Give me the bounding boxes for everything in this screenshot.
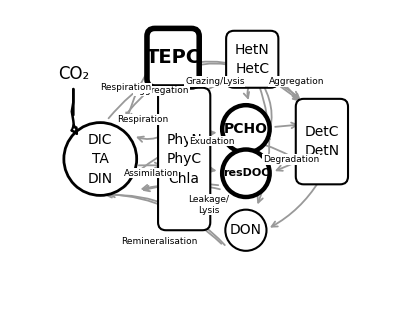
Text: Grazing/Lysis: Grazing/Lysis (185, 77, 245, 86)
Text: Respiration: Respiration (100, 83, 151, 92)
Text: Respiration: Respiration (117, 115, 168, 124)
Text: Assimilation: Assimilation (124, 169, 178, 178)
Text: DON: DON (230, 223, 262, 237)
Circle shape (225, 210, 266, 251)
Text: Degradation: Degradation (263, 155, 319, 164)
Text: Aggregation: Aggregation (269, 77, 324, 86)
Text: Exudation: Exudation (189, 137, 234, 146)
Text: CO₂: CO₂ (58, 65, 89, 82)
FancyBboxPatch shape (296, 99, 348, 184)
Text: DIC
TA
DIN: DIC TA DIN (88, 133, 113, 185)
Text: resDOC: resDOC (223, 168, 269, 178)
Text: Aggregation: Aggregation (134, 86, 189, 95)
Circle shape (64, 123, 137, 195)
Text: DetC
DetN: DetC DetN (304, 125, 339, 158)
Text: PCHO: PCHO (224, 122, 268, 136)
FancyBboxPatch shape (226, 31, 278, 88)
Text: Leakage/
Lysis: Leakage/ Lysis (188, 195, 229, 215)
FancyBboxPatch shape (147, 28, 199, 87)
Text: HetN
HetC: HetN HetC (235, 43, 269, 76)
Circle shape (222, 105, 270, 153)
Text: PhyN
PhyC
Chla: PhyN PhyC Chla (166, 133, 202, 185)
FancyBboxPatch shape (158, 88, 210, 230)
Circle shape (222, 149, 270, 197)
Text: TEPC: TEPC (145, 48, 201, 67)
Text: Remineralisation: Remineralisation (121, 237, 197, 246)
